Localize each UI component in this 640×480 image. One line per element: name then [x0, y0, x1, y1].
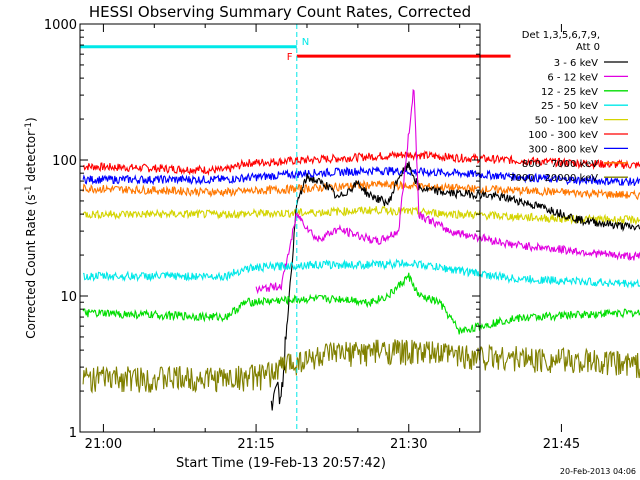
legend-header-0: Det 1,3,5,6,7,9,	[522, 30, 600, 41]
y-tick-label-3: 1000	[44, 18, 77, 33]
y-tick-label-2: 100	[52, 154, 77, 169]
y-axis: 1 10 100 1000	[44, 18, 480, 441]
series-line-7-0	[82, 272, 640, 335]
series-line-6-0	[83, 258, 640, 289]
x-tick-label-2: 21:30	[390, 437, 427, 452]
legend-label-5: 100 - 300 keV	[528, 130, 598, 141]
legend-label-7: 800 - 7000 keV	[522, 159, 598, 170]
legend-label-6: 300 - 800 keV	[528, 144, 598, 155]
y-tick-label-0: 1	[69, 426, 77, 441]
legend-label-4: 50 - 100 keV	[535, 116, 599, 127]
legend-label-3: 25 - 50 keV	[541, 101, 598, 112]
legend-label-8: 7000 - 20000 keV	[509, 173, 598, 184]
legend-label-0: 3 - 6 keV	[554, 58, 598, 69]
x-tick-label-1: 21:15	[237, 437, 274, 452]
flag-label-1: N	[302, 37, 309, 48]
series-line-8-0	[82, 339, 640, 394]
x-tick-label-0: 21:00	[85, 437, 122, 452]
series-line-0-0	[82, 150, 640, 176]
plot-area: FNS	[80, 24, 640, 432]
y-axis-label: Corrected Count Rate (s-1 detector-1)	[24, 117, 38, 338]
series-line-3-0	[82, 204, 640, 226]
legend-header-1: Att 0	[576, 42, 600, 53]
x-axis-label: Start Time (19-Feb-13 20:57:42)	[176, 456, 386, 471]
legend: Det 1,3,5,6,7,9,Att 0 3 - 6 keV 6 - 12 keV…	[509, 30, 628, 184]
x-tick-label-3: 21:45	[543, 437, 580, 452]
series-line-2-0	[82, 179, 640, 201]
y-tick-label-1: 10	[60, 290, 77, 305]
series-line-5-0	[255, 88, 640, 295]
series-line-4-0	[270, 161, 640, 411]
legend-label-2: 12 - 25 keV	[541, 87, 598, 98]
flag-label-0: F	[287, 52, 293, 63]
legend-label-1: 6 - 12 keV	[547, 72, 598, 83]
series-line-1-0	[82, 165, 640, 187]
plot-frame	[79, 23, 481, 433]
chart-title: HESSI Observing Summary Count Rates, Cor…	[89, 3, 471, 21]
timestamp: 20-Feb-2013 04:06	[560, 467, 636, 476]
